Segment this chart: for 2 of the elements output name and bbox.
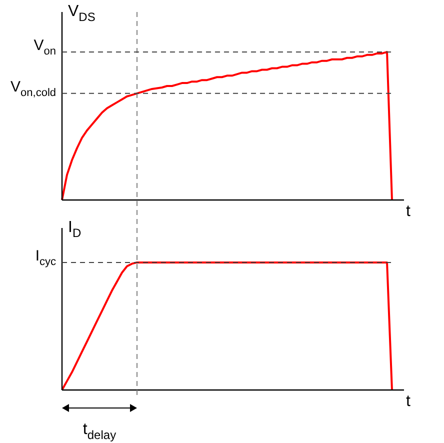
x-axis-title: t: [406, 393, 411, 410]
x-axis-title: t: [406, 203, 411, 220]
